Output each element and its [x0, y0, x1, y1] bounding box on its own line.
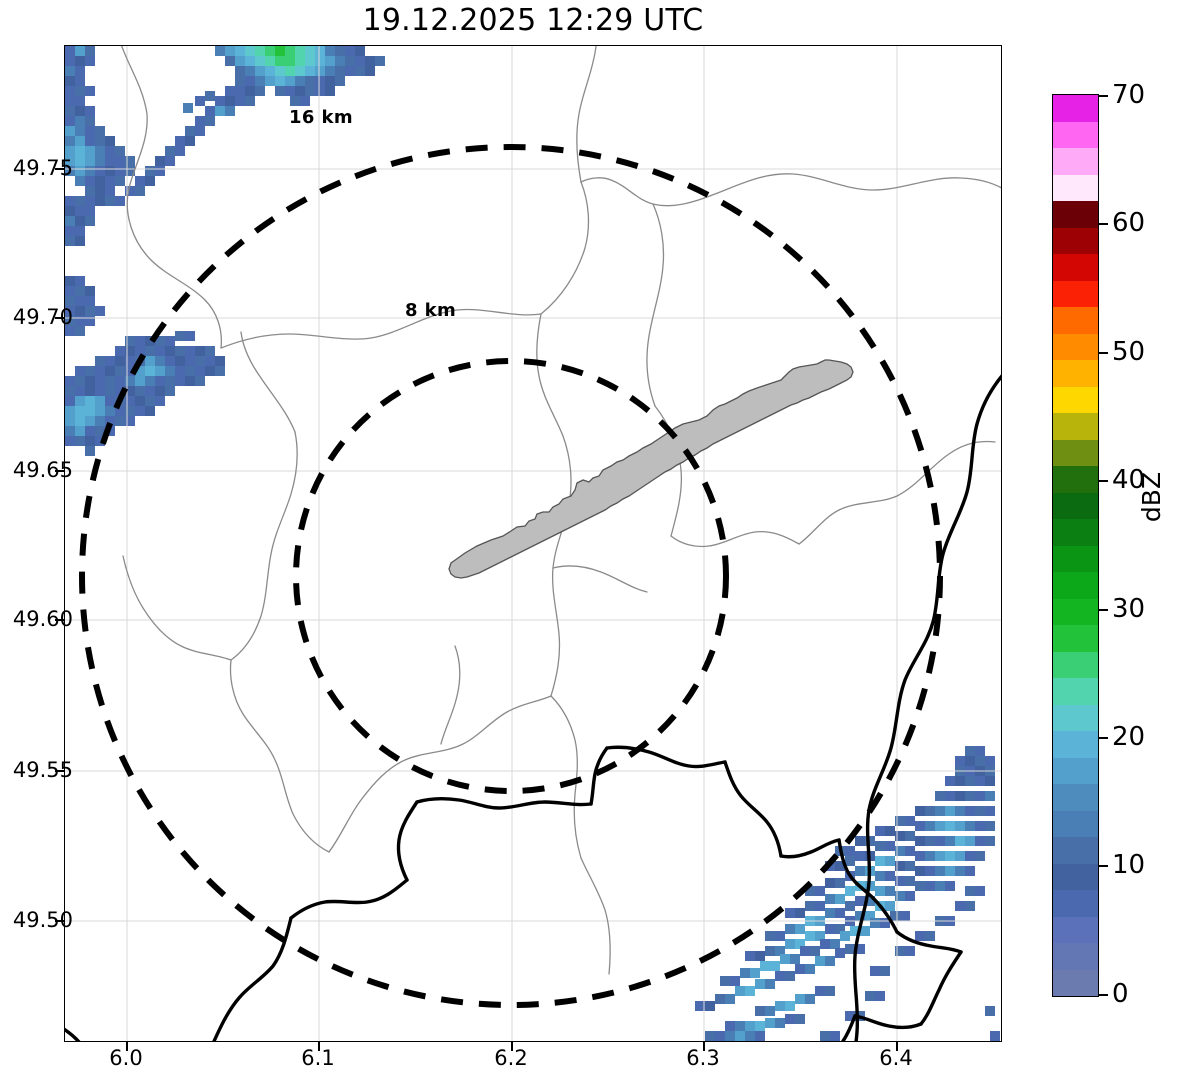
cbar-tick-40 — [1099, 480, 1108, 482]
colorbar-band-17 — [1053, 519, 1098, 546]
cbar-tick-10 — [1099, 865, 1108, 867]
colorbar-band-11 — [1053, 678, 1098, 705]
colorbar-title: dBZ — [1137, 471, 1166, 523]
cbar-tick-label-30: 30 — [1112, 594, 1146, 624]
colorbar-band-3 — [1053, 890, 1098, 917]
colorbar-band-33 — [1053, 95, 1098, 122]
ytick-label-49-65: 49.65 — [12, 458, 73, 482]
ytick-49-55 — [55, 770, 64, 772]
colorbar-band-14 — [1053, 598, 1098, 625]
cbar-tick-label-70: 70 — [1112, 80, 1146, 110]
city-area-polygon — [448, 359, 854, 579]
cbar-tick-label-10: 10 — [1112, 850, 1146, 880]
colorbar-band-16 — [1053, 545, 1098, 572]
xtick-6-4 — [896, 1042, 898, 1051]
colorbar-band-22 — [1053, 386, 1098, 413]
colorbar-band-0 — [1053, 969, 1098, 996]
colorbar-band-5 — [1053, 837, 1098, 864]
colorbar-band-2 — [1053, 916, 1098, 943]
xtick-label-6-1: 6.1 — [301, 1046, 335, 1070]
colorbar-band-31 — [1053, 148, 1098, 175]
cbar-tick-20 — [1099, 737, 1108, 739]
cbar-tick-70 — [1099, 95, 1108, 97]
ytick-label-49-70: 49.70 — [12, 305, 73, 329]
colorbar-band-4 — [1053, 863, 1098, 890]
colorbar-band-23 — [1053, 360, 1098, 387]
cbar-tick-label-0: 0 — [1112, 979, 1129, 1009]
colorbar-band-10 — [1053, 704, 1098, 731]
colorbar-band-20 — [1053, 439, 1098, 466]
colorbar-band-27 — [1053, 254, 1098, 281]
grid-lines — [65, 46, 1001, 1041]
colorbar-band-6 — [1053, 810, 1098, 837]
radar-map-axes — [64, 45, 1002, 1042]
colorbar-band-28 — [1053, 227, 1098, 254]
range-ring-label-16km: 16 km — [289, 107, 354, 128]
colorbar-band-24 — [1053, 333, 1098, 360]
ytick-49-50 — [55, 920, 64, 922]
colorbar-band-32 — [1053, 121, 1098, 148]
xtick-label-6-2: 6.2 — [494, 1046, 528, 1070]
colorbar-band-9 — [1053, 731, 1098, 758]
cbar-tick-label-40: 40 — [1112, 465, 1146, 495]
colorbar-bands — [1053, 95, 1098, 996]
colorbar — [1052, 94, 1099, 997]
colorbar-band-7 — [1053, 784, 1098, 811]
ytick-label-49-75: 49.75 — [12, 156, 73, 180]
ytick-49-65 — [55, 470, 64, 472]
range-ring-label-8km: 8 km — [405, 300, 457, 321]
ytick-49-70 — [55, 317, 64, 319]
cbar-tick-label-60: 60 — [1112, 208, 1146, 238]
colorbar-band-13 — [1053, 625, 1098, 652]
colorbar-band-12 — [1053, 651, 1098, 678]
xtick-6-0 — [126, 1042, 128, 1051]
national-border — [65, 374, 1001, 1041]
xtick-label-6-3: 6.3 — [686, 1046, 720, 1070]
colorbar-band-25 — [1053, 307, 1098, 334]
xtick-6-3 — [703, 1042, 705, 1051]
colorbar-band-29 — [1053, 201, 1098, 228]
cbar-tick-0 — [1099, 994, 1108, 996]
colorbar-band-8 — [1053, 757, 1098, 784]
cbar-tick-label-50: 50 — [1112, 337, 1146, 367]
colorbar-band-19 — [1053, 466, 1098, 493]
colorbar-band-15 — [1053, 572, 1098, 599]
ytick-49-60 — [55, 619, 64, 621]
colorbar-band-30 — [1053, 174, 1098, 201]
radar-map-canvas — [65, 46, 1001, 1041]
xtick-label-6-0: 6.0 — [109, 1046, 143, 1070]
colorbar-band-26 — [1053, 280, 1098, 307]
range-ring-8km — [293, 358, 729, 794]
cbar-tick-30 — [1099, 609, 1108, 611]
ytick-label-49-55: 49.55 — [12, 758, 73, 782]
colorbar-band-1 — [1053, 943, 1098, 970]
ytick-49-75 — [55, 168, 64, 170]
ytick-label-49-50: 49.50 — [12, 908, 73, 932]
cbar-tick-label-20: 20 — [1112, 722, 1146, 752]
range-rings — [79, 144, 943, 1008]
xtick-label-6-4: 6.4 — [879, 1046, 913, 1070]
range-ring-16km — [79, 144, 943, 1008]
ytick-label-49-60: 49.60 — [12, 607, 73, 631]
cbar-tick-50 — [1099, 352, 1108, 354]
xtick-6-1 — [318, 1042, 320, 1051]
colorbar-band-21 — [1053, 413, 1098, 440]
cbar-tick-60 — [1099, 223, 1108, 225]
xtick-6-2 — [511, 1042, 513, 1051]
page-title: 19.12.2025 12:29 UTC — [362, 3, 704, 38]
colorbar-band-18 — [1053, 492, 1098, 519]
